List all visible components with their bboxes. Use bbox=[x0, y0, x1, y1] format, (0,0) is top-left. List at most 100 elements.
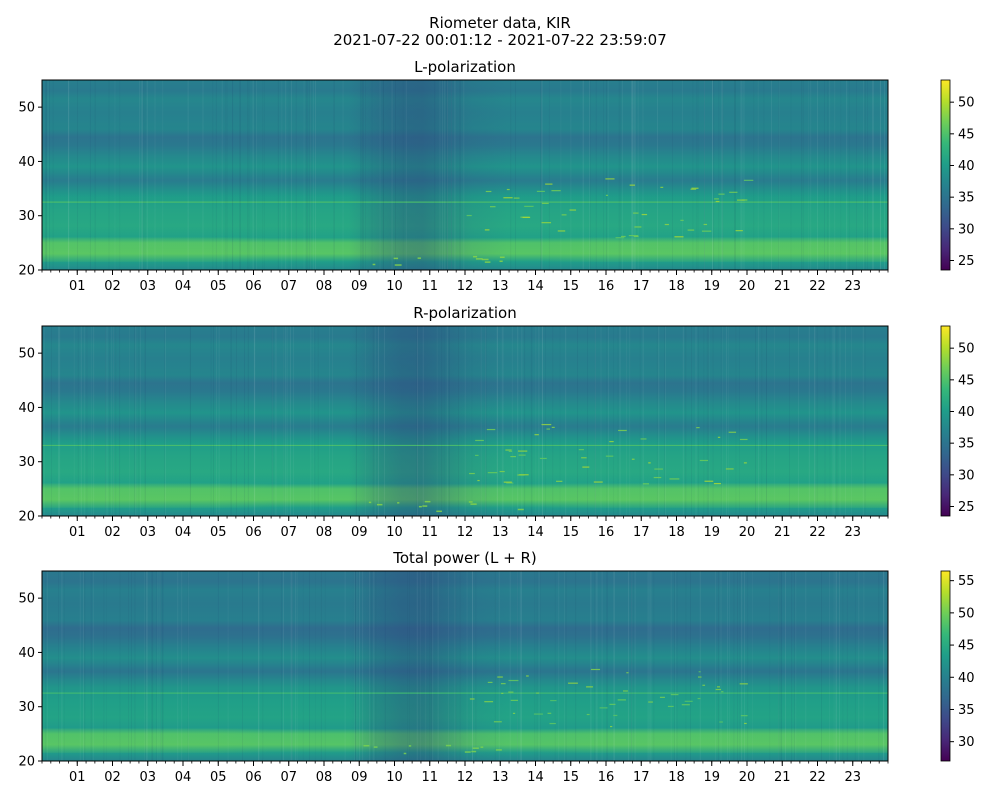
x-tick-label: 18 bbox=[668, 525, 685, 540]
heatmap-speckle bbox=[376, 503, 383, 506]
x-tick-label: 17 bbox=[633, 770, 650, 785]
x-tick-label: 10 bbox=[386, 279, 403, 294]
x-tick-label: 05 bbox=[210, 279, 227, 294]
heatmap-speckle bbox=[714, 198, 719, 200]
heatmap-speckle bbox=[582, 466, 590, 468]
heatmap-speckle bbox=[739, 438, 748, 441]
heatmap-speckle bbox=[717, 686, 720, 688]
heatmap-speckle bbox=[547, 712, 552, 714]
heatmap-speckle bbox=[642, 483, 650, 485]
heatmap-speckle bbox=[743, 179, 754, 181]
x-tick-label: 23 bbox=[844, 770, 861, 785]
x-tick-label: 21 bbox=[774, 770, 791, 785]
x-tick-label: 15 bbox=[562, 770, 579, 785]
x-tick-label: 09 bbox=[351, 770, 368, 785]
heatmap-speckle bbox=[605, 194, 608, 196]
y-tick-label: 30 bbox=[18, 209, 35, 224]
x-tick-label: 11 bbox=[421, 279, 438, 294]
colorbar-tick-label: 55 bbox=[958, 574, 975, 589]
x-tick-label: 02 bbox=[104, 770, 121, 785]
heatmap-speckle bbox=[510, 455, 516, 458]
heatmap-speckle bbox=[466, 214, 472, 217]
x-tick-label: 14 bbox=[527, 525, 544, 540]
heatmap-speckle bbox=[578, 449, 584, 451]
heatmap-speckle bbox=[581, 457, 587, 459]
heatmap-speckle bbox=[487, 472, 498, 474]
heatmap-speckle bbox=[475, 454, 479, 457]
heatmap-speckle bbox=[640, 438, 647, 440]
heatmap-speckle bbox=[499, 470, 505, 473]
heatmap-speckle bbox=[536, 190, 545, 193]
heatmap-speckle bbox=[631, 458, 635, 460]
x-tick-label: 08 bbox=[316, 525, 333, 540]
heatmap-speckle bbox=[549, 722, 556, 725]
heatmap-speckle bbox=[393, 257, 399, 260]
heatmap-speckle bbox=[475, 258, 483, 260]
colorbar bbox=[940, 570, 951, 762]
x-tick-label: 13 bbox=[492, 279, 509, 294]
heatmap-speckle bbox=[743, 462, 747, 464]
heatmap-speckle bbox=[569, 209, 577, 211]
x-tick-label: 02 bbox=[104, 279, 121, 294]
x-tick-label: 22 bbox=[809, 770, 826, 785]
heatmap-speckle bbox=[718, 193, 725, 195]
heatmap-speckle bbox=[485, 190, 492, 193]
x-tick-label: 10 bbox=[386, 770, 403, 785]
y-tick-label: 20 bbox=[18, 510, 35, 525]
heatmap-speckle bbox=[605, 178, 615, 180]
heatmap-speckle bbox=[717, 436, 721, 438]
y-tick-label: 40 bbox=[18, 155, 35, 170]
heatmap-speckle bbox=[539, 457, 547, 460]
x-tick-label: 15 bbox=[562, 279, 579, 294]
heatmap-speckle bbox=[633, 235, 639, 238]
colorbar-tick-label: 45 bbox=[958, 639, 975, 654]
x-tick-label: 06 bbox=[245, 279, 262, 294]
y-tick-label: 30 bbox=[18, 455, 35, 470]
heatmap-speckle bbox=[599, 707, 608, 709]
heatmap-speckle bbox=[522, 216, 531, 219]
heatmap-speckle bbox=[408, 745, 412, 747]
heatmap-speckle bbox=[506, 482, 514, 484]
figure-subtitle: 2021-07-22 00:01:12 - 2021-07-22 23:59:0… bbox=[333, 31, 667, 49]
colorbar-tick-label: 40 bbox=[958, 671, 975, 686]
colorbar-tick-label: 50 bbox=[958, 96, 975, 111]
x-tick-label: 03 bbox=[139, 279, 156, 294]
heatmap-speckle bbox=[617, 699, 626, 701]
heatmap-speckle bbox=[546, 428, 550, 430]
heatmap-speckle bbox=[493, 721, 502, 723]
heatmap-speckle bbox=[513, 197, 520, 199]
colorbar-tick-label: 50 bbox=[958, 606, 975, 621]
heatmap-speckle bbox=[739, 683, 748, 685]
heatmap-speckle bbox=[737, 199, 745, 201]
heatmap-speckle bbox=[702, 684, 706, 686]
heatmap-speckle bbox=[508, 450, 513, 452]
panel-title: Total power (L + R) bbox=[392, 549, 537, 567]
heatmap-speckle bbox=[568, 682, 578, 684]
heatmap-speckle bbox=[471, 750, 477, 753]
y-tick-label: 50 bbox=[18, 347, 35, 362]
x-tick-label: 13 bbox=[492, 525, 509, 540]
heatmap-speckle bbox=[363, 744, 370, 747]
x-tick-label: 02 bbox=[104, 525, 121, 540]
x-tick-label: 20 bbox=[739, 279, 756, 294]
heatmap-speckle bbox=[669, 478, 680, 480]
heatmap-lowband-overlay bbox=[42, 237, 888, 262]
heatmap-speckle bbox=[418, 505, 422, 508]
heatmap-speckle bbox=[741, 199, 748, 201]
heatmap-speckle bbox=[674, 236, 684, 238]
chart-panel-2: R-polarization 20 30 40 50 01 02 03 04 05 06 07 08 09… bbox=[18, 304, 974, 540]
heatmap-speckle bbox=[484, 261, 491, 263]
heatmap-speckle bbox=[609, 703, 616, 705]
colorbar-tick-label: 40 bbox=[958, 159, 975, 174]
heatmap-speckle bbox=[499, 260, 503, 263]
heatmap-speckle bbox=[512, 712, 516, 714]
heatmap-speckle bbox=[622, 690, 628, 692]
heatmap-speckle bbox=[648, 701, 653, 703]
heatmap-speckle bbox=[541, 423, 552, 426]
heatmap-speckle bbox=[735, 230, 743, 232]
heatmap-speckle bbox=[698, 671, 701, 673]
heatmap-speckle bbox=[605, 455, 614, 457]
colorbar-tick-label: 45 bbox=[958, 373, 975, 388]
heatmap-speckle bbox=[487, 681, 493, 684]
